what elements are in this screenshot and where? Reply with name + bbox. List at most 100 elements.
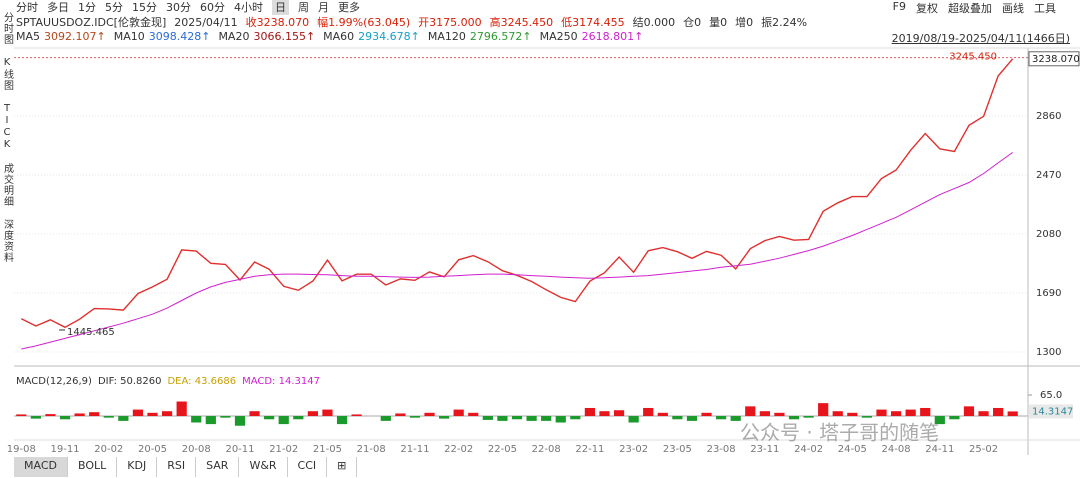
tool-button[interactable]: 画线	[1002, 2, 1024, 15]
quote-field: 量0	[709, 16, 728, 29]
indicator-tab[interactable]: RSI	[157, 457, 197, 477]
macd-bar	[351, 414, 362, 417]
indicator-tab[interactable]: BOLL	[68, 457, 118, 477]
macd-bar	[643, 407, 654, 417]
y-tick-label: 65.0	[1040, 390, 1062, 401]
macd-bar	[890, 411, 902, 417]
x-tick-label: 19-11	[50, 444, 79, 455]
x-tick-label: 22-05	[488, 444, 517, 455]
macd-stat: DEA: 43.6686	[167, 376, 236, 387]
quote-field: 振2.24%	[761, 16, 808, 29]
tool-button[interactable]: 复权	[916, 2, 938, 15]
x-tick-label: 25-02	[969, 444, 998, 455]
tool-button[interactable]: 超级叠加	[948, 2, 992, 15]
macd-bar	[978, 411, 989, 417]
macd-bar	[701, 412, 712, 417]
period-tab[interactable]: 月	[318, 1, 329, 14]
macd-bar	[511, 416, 523, 420]
macd-bar	[599, 411, 610, 417]
period-tab[interactable]: 分时	[16, 1, 38, 14]
macd-bar	[176, 401, 187, 417]
side-tab[interactable]: TICK	[1, 103, 13, 151]
quote: SPTAUUSDOZ.IDC[伦敦金现] 2025/04/11 收3238.07…	[16, 14, 807, 30]
macd-bar	[74, 413, 85, 417]
period-tab[interactable]: 60分	[200, 1, 225, 14]
tool-button[interactable]: 工具	[1034, 2, 1056, 15]
tool-button[interactable]: F9	[892, 0, 906, 13]
period-tab[interactable]: 5分	[105, 1, 123, 14]
x-tick-label: 24-02	[794, 444, 823, 455]
indicator-tab[interactable]: W&R	[239, 457, 288, 477]
period-tab[interactable]: 15分	[132, 1, 157, 14]
macd-bar	[30, 416, 41, 419]
x-tick-label: 20-08	[182, 444, 211, 455]
ma-legend: MA5 3092.107↑ MA10 3098.428↑ MA20 3066.155↑ MA…	[16, 30, 643, 43]
macd-bar	[205, 416, 216, 425]
ma-item: MA20 3066.155↑	[218, 30, 315, 43]
macd-bar	[672, 416, 683, 420]
period-tab[interactable]: 4小时	[234, 1, 263, 14]
macd-bar	[745, 406, 756, 417]
macd-bar	[132, 409, 144, 417]
y-tick-label: 2080	[1036, 229, 1061, 240]
quote-field: 收3238.070	[245, 16, 310, 29]
ma-value: 3066.155↑	[253, 30, 316, 43]
last-label: 14.3147	[1032, 406, 1073, 417]
x-tick-label: 23-02	[619, 444, 648, 455]
macd-bar	[759, 411, 770, 417]
period-tab[interactable]: 日	[272, 0, 289, 15]
macd-bar	[993, 407, 1004, 417]
indicator-tab[interactable]: KDJ	[117, 457, 158, 477]
indicator-tab[interactable]: ⊞	[327, 457, 358, 477]
x-tick-label: 22-08	[532, 444, 561, 455]
indicator-tab[interactable]: CCI	[288, 457, 328, 477]
macd-bar	[526, 416, 537, 421]
period-tab[interactable]: 1分	[78, 1, 96, 14]
date-range[interactable]: 2019/08/19-2025/04/11(1466日)	[891, 32, 1070, 45]
macd-bar	[686, 416, 698, 421]
ma-item: MA250 2618.801↑	[540, 30, 644, 43]
macd-bar	[336, 416, 348, 425]
macd-bar	[147, 412, 158, 417]
period-tab[interactable]: 30分	[166, 1, 191, 14]
x-tick-label: 20-02	[94, 444, 123, 455]
period-tab[interactable]: 周	[298, 1, 309, 14]
price-line	[20, 58, 1014, 329]
high-label: 3245.450	[949, 52, 997, 63]
x-tick-label: 24-11	[925, 444, 954, 455]
ma-value: 2796.572↑	[469, 30, 532, 43]
macd-bar	[424, 412, 435, 417]
last-tag	[1028, 51, 1080, 67]
period-tab[interactable]: 更多	[338, 1, 360, 14]
ma-label: MA250	[539, 30, 578, 43]
macd-bar	[613, 410, 625, 417]
side-tab[interactable]: K线图	[1, 57, 13, 91]
last-label: 3238.070	[1032, 54, 1080, 65]
macd-bar	[264, 416, 275, 420]
period-tab[interactable]: 多日	[47, 1, 69, 14]
side-tab[interactable]: 成交明细	[1, 163, 13, 207]
quote-field: 结0.000	[632, 16, 676, 29]
macd-bar	[788, 416, 800, 420]
x-tick-label: 23-11	[750, 444, 779, 455]
x-tick-label: 24-05	[838, 444, 867, 455]
side-tab[interactable]: 分时图	[1, 12, 13, 45]
macd-bar	[482, 416, 493, 420]
macd-bar	[278, 416, 289, 425]
indicator-tab[interactable]: MACD	[14, 457, 68, 477]
x-tick-label: 19-08	[7, 444, 36, 455]
x-tick-label: 21-11	[400, 444, 429, 455]
date: 2025/04/11	[174, 15, 238, 29]
macd-bar	[453, 409, 464, 417]
side-tab[interactable]: 深度资料	[1, 219, 13, 263]
macd-bar	[963, 406, 975, 417]
macd-bar	[409, 416, 421, 418]
x-tick-label: 21-08	[357, 444, 386, 455]
quote-field: 增0	[735, 16, 754, 29]
macd-bar	[220, 416, 231, 418]
indicator-tab[interactable]: SAR	[196, 457, 240, 477]
macd-stat: DIF: 50.8260	[98, 376, 162, 387]
macd-bar	[1007, 411, 1018, 417]
x-tick-label: 24-08	[882, 444, 911, 455]
